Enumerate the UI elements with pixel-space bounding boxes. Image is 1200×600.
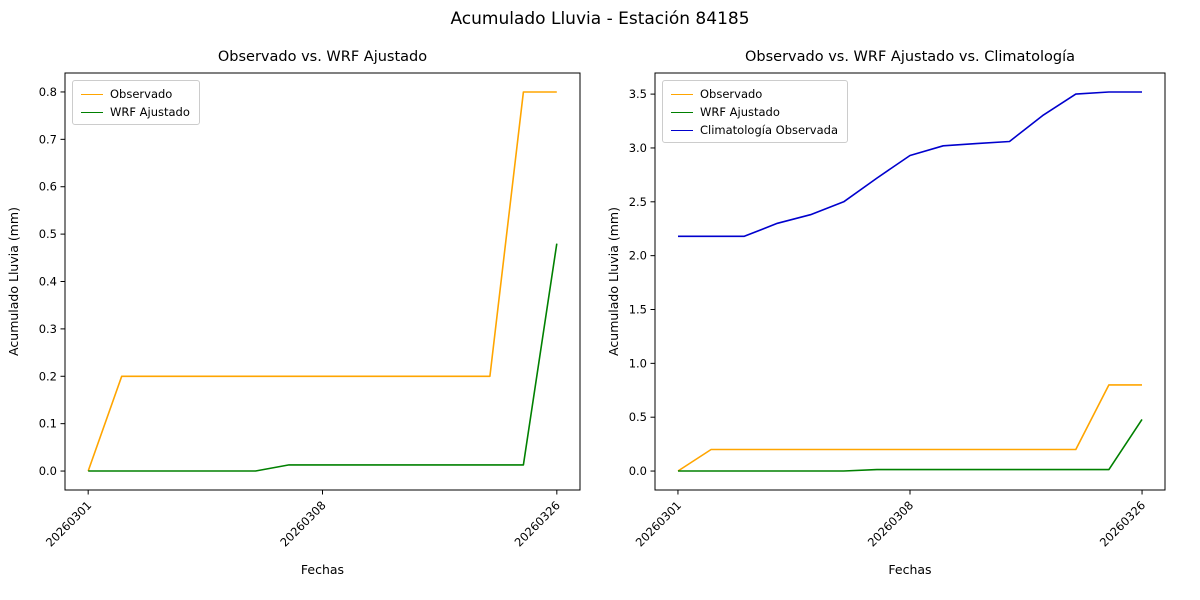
subplot-right: 0.0 0.5 1.0 1.5 2.0 2.5 3.0 3.5 20260301 20260308…	[600, 40, 1200, 600]
y-tick-label: 3.0	[629, 141, 647, 155]
y-tick-label: 0.4	[39, 275, 57, 289]
y-tick-label: 0.5	[39, 227, 57, 241]
legend-item-observado: Observado	[81, 87, 190, 101]
legend-label: WRF Ajustado	[110, 105, 190, 119]
y-tick-label: 2.5	[629, 195, 647, 209]
y-axis-label: Acumulado Lluvia (mm)	[6, 207, 21, 356]
subplot-left: 0.0 0.1 0.2 0.3 0.4 0.5 0.6 0.7 0.8 20260301 20260…	[0, 40, 600, 600]
x-tick-label: 20260308	[865, 498, 916, 549]
line-climatologia-observada	[678, 91, 1142, 238]
x-tick-label: 20260326	[512, 498, 563, 549]
x-axis-label: Fechas	[888, 562, 931, 577]
axes-title: Observado vs. WRF Ajustado vs. Climatolo…	[745, 49, 1075, 65]
legend-label: WRF Ajustado	[700, 105, 780, 119]
y-tick-label: 0.6	[39, 180, 57, 194]
line-observado	[677, 384, 1142, 472]
chart-canvas: 0.0 0.5 1.0 1.5 2.0 2.5 3.0 3.5 20260301 20260308…	[606, 49, 1166, 577]
legend-item-wrf-ajustado: WRF Ajustado	[81, 105, 190, 119]
legend-line-swatch	[671, 129, 693, 131]
y-tick-label: 1.0	[629, 356, 647, 370]
legend-item-wrf-ajustado: WRF Ajustado	[671, 105, 838, 119]
y-tick-label: 2.0	[629, 249, 647, 263]
line-wrf-ajustado	[678, 418, 1143, 472]
legend-label: Observado	[700, 87, 763, 101]
chart-canvas: 0.0 0.1 0.2 0.3 0.4 0.5 0.6 0.7 0.8 20260301 20260…	[6, 49, 581, 577]
x-axis-label: Fechas	[301, 562, 344, 577]
y-tick-label: 0.0	[629, 464, 647, 478]
y-axis-label: Acumulado Lluvia (mm)	[606, 207, 621, 356]
y-tick-label: 1.5	[629, 303, 647, 317]
legend-line-swatch	[81, 93, 103, 95]
x-tick-label: 20260326	[1097, 498, 1148, 549]
y-tick-label: 0.7	[39, 132, 57, 146]
legend-line-swatch	[81, 111, 103, 113]
legend-item-climatologia-observada: Climatología Observada	[671, 123, 838, 137]
line-observado	[87, 91, 557, 472]
figure-title: Acumulado Lluvia - Estación 84185	[450, 9, 750, 29]
legend-line-swatch	[671, 111, 693, 113]
legend-line-swatch	[671, 93, 693, 95]
y-tick-label: 0.1	[39, 417, 57, 431]
legend-item-observado: Observado	[671, 87, 838, 101]
x-tick-label: 20260308	[277, 498, 328, 549]
y-tick-label: 0.0	[39, 464, 57, 478]
y-tick-label: 0.3	[39, 322, 57, 336]
axes-title: Observado vs. WRF Ajustado	[218, 49, 427, 65]
legend-label: Climatología Observada	[700, 123, 838, 137]
axes-frame	[64, 72, 581, 491]
legend-label: Observado	[110, 87, 173, 101]
y-tick-label: 3.5	[629, 87, 647, 101]
y-tick-label: 0.8	[39, 85, 57, 99]
legend: Observado WRF Ajustado	[72, 80, 200, 125]
x-tick-label: 20260301	[633, 498, 684, 549]
y-tick-label: 0.2	[39, 369, 57, 383]
y-tick-label: 0.5	[629, 410, 647, 424]
legend: Observado WRF Ajustado Climatología Observ…	[662, 80, 848, 143]
x-tick-label: 20260301	[43, 498, 94, 549]
line-wrf-ajustado	[88, 243, 558, 472]
